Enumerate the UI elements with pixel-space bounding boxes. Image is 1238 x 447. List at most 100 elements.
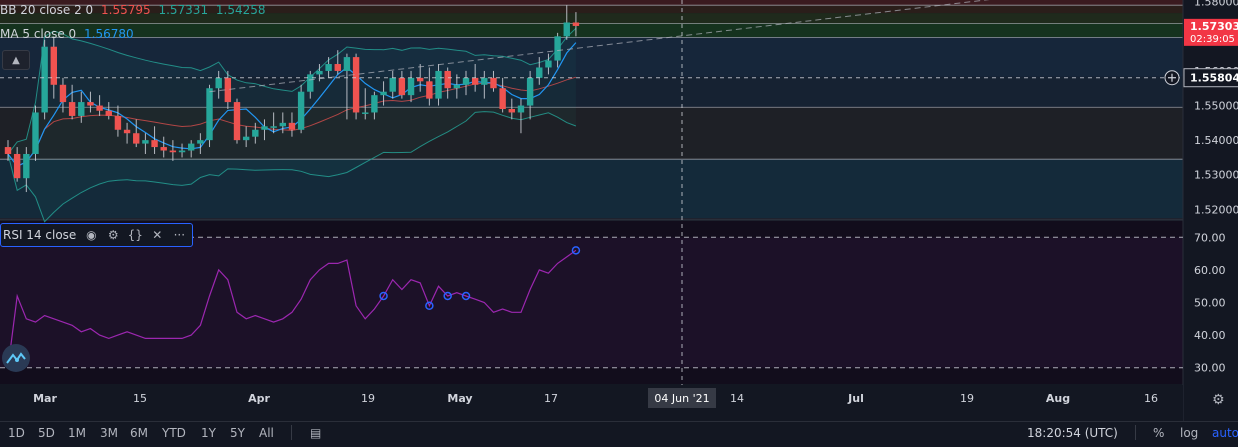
rsi-legend-label: RSI 14 close (3, 228, 77, 242)
last-price-label: 1.57303 (1190, 20, 1238, 33)
bottom-toolbar: 1D 5D 1M 3M 6M YTD 1Y 5Y All ▤ 18:20:54 … (0, 421, 1238, 444)
candle-body (50, 46, 57, 85)
candle-body (316, 70, 323, 75)
candle-body (343, 57, 351, 71)
timeframe-6m[interactable]: 6M (130, 426, 148, 440)
rsi-marker (571, 246, 581, 255)
timeframe-5d[interactable]: 5D (38, 426, 55, 440)
candle-body (352, 57, 360, 113)
candle-body (4, 147, 12, 154)
rsi-tick-label: 40.00 (1194, 329, 1226, 342)
gear-icon[interactable]: ⚙ (107, 228, 119, 242)
time-tick-label: Apr (248, 392, 270, 405)
timeframe-5y[interactable]: 5Y (230, 426, 245, 440)
crosshair-date-label: 04 Jun '21 (654, 392, 709, 405)
utc-clock[interactable]: 18:20:54 (UTC) (1027, 426, 1118, 440)
rsi-tick-label: 30.00 (1194, 362, 1226, 375)
chevron-up-icon: ▲ (12, 54, 20, 66)
timeframe-1y[interactable]: 1Y (201, 426, 216, 440)
timeframe-1m[interactable]: 1M (68, 426, 86, 440)
time-tick-label: Jul (847, 392, 864, 405)
bb-legend-label: BB 20 close 2 0 (0, 3, 94, 17)
candle-body (545, 60, 552, 68)
eye-icon[interactable]: ◉ (86, 228, 97, 242)
close-icon[interactable]: ✕ (152, 228, 163, 242)
candle-body (417, 77, 424, 82)
price-tick-label: 1.52000 (1194, 203, 1238, 216)
candle-body (471, 77, 479, 85)
rsi-marker (443, 291, 452, 301)
candle-body (526, 77, 534, 106)
candle-body (453, 84, 461, 89)
timeframe-ytd[interactable]: YTD (162, 426, 186, 440)
log-toggle[interactable]: log (1180, 426, 1199, 440)
price-tick-label: 1.54000 (1194, 134, 1238, 147)
candle-body (499, 88, 506, 109)
bb-lower-value: 1.54258 (215, 3, 266, 17)
braces-icon[interactable]: {} (127, 228, 143, 242)
rsi-marker (379, 291, 388, 301)
bb-lower-line (7, 111, 577, 223)
price-zone (0, 13, 1183, 24)
candle-body (462, 77, 470, 85)
candle-body (215, 77, 222, 89)
rsi-line (7, 249, 577, 368)
timeframe-3m[interactable]: 3M (100, 426, 118, 440)
candle-body (142, 140, 149, 144)
candle-body (105, 110, 112, 116)
percent-toggle[interactable]: % (1153, 426, 1165, 440)
rsi-legend[interactable]: RSI 14 close ◉ ⚙ {} ✕ ··· (0, 223, 194, 247)
candle-body (68, 102, 76, 116)
trend-line (209, 0, 990, 93)
tradingview-logo[interactable] (2, 344, 30, 372)
gear-icon: ⚙ (1212, 392, 1225, 408)
time-axis-bg (0, 385, 1183, 421)
rsi-tick-label: 70.00 (1194, 231, 1226, 244)
time-tick-label: May (447, 392, 472, 405)
time-tick-label: 19 (960, 392, 974, 405)
more-icon[interactable]: ··· (173, 228, 186, 242)
candle-body (508, 109, 515, 113)
price-zone (0, 159, 1183, 218)
candle-body (325, 64, 332, 71)
price-tick-label: 1.53000 (1194, 169, 1238, 182)
rsi-tick-label: 60.00 (1194, 264, 1226, 277)
timeframe-all[interactable]: All (259, 426, 274, 440)
candle-body (224, 77, 232, 103)
bb-legend: BB 20 close 2 0 1.55795 1.57331 1.54258 (0, 3, 270, 17)
timeframe-1d[interactable]: 1D (8, 426, 25, 440)
candle-body (288, 122, 296, 130)
candle-body (87, 102, 94, 106)
price-tick-label: 1.55000 (1194, 100, 1238, 113)
candle-body (114, 115, 122, 130)
price-zone (0, 37, 1183, 77)
candle-body (23, 153, 30, 179)
candle-body (78, 102, 85, 116)
toolbar-divider (291, 425, 292, 440)
candle-body (197, 140, 204, 144)
candle-body (233, 102, 241, 141)
candle-body (261, 126, 268, 130)
candle-body (517, 105, 525, 113)
bb-basis-value: 1.55795 (101, 3, 151, 17)
price-zone (0, 5, 1183, 14)
crosshair-date-bg (648, 388, 716, 408)
candle-body (59, 84, 67, 103)
candle-body (481, 77, 488, 85)
candle-body (242, 136, 250, 141)
candle-body (490, 77, 497, 89)
candle-body (188, 143, 195, 151)
price-zone (0, 107, 1183, 160)
candle-body (252, 129, 259, 137)
candle-body (563, 22, 570, 37)
candle-body (380, 91, 387, 96)
price-zone (0, 0, 1183, 6)
auto-toggle[interactable]: auto (1212, 426, 1238, 440)
candle-body (426, 81, 433, 99)
collapse-legend-button[interactable]: ▲ (2, 50, 30, 70)
candle-body (389, 77, 396, 92)
rsi-tick-label: 50.00 (1194, 297, 1226, 310)
price-zone (0, 23, 1183, 38)
date-range-icon[interactable]: ▤ (310, 426, 322, 440)
